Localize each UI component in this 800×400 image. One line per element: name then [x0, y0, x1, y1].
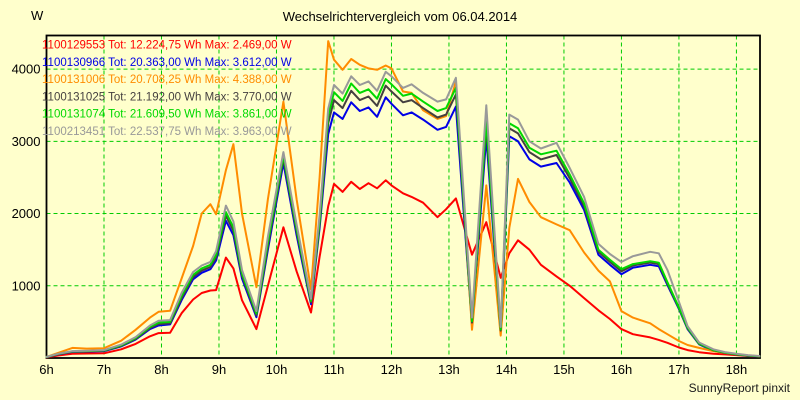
y-axis-unit-label: W [31, 8, 44, 23]
x-tick-label: 11h [324, 362, 345, 377]
legend-entry-1100129553: 1100129553 Tot: 12.224,75 Wh Max: 2.469,… [42, 40, 292, 52]
x-tick-label: 16h [611, 362, 633, 377]
y-tick-label: 1000 [12, 278, 41, 293]
legend-entry-1100131074: 1100131074 Tot: 21.609,50 Wh Max: 3.861,… [42, 109, 292, 121]
legend-entry-1100131025: 1100131025 Tot: 21.192,00 Wh Max: 3.770,… [42, 91, 292, 103]
series-line-1100131006 [45, 40, 761, 358]
x-tick-label: 14h [496, 362, 518, 377]
y-tick-label: 2000 [12, 206, 41, 221]
chart-title: Wechselrichtervergleich vom 06.04.2014 [282, 9, 518, 24]
plot-border [45, 34, 761, 359]
y-tick-label: 4000 [12, 62, 41, 77]
x-tick-label: 6h [39, 362, 53, 377]
series-line-1100213451 [45, 70, 761, 358]
x-tick-label: 8h [154, 362, 168, 377]
x-tick-label: 12h [381, 362, 403, 377]
legend-entry-1100131006: 1100131006 Tot: 20.708,25 Wh Max: 4.388,… [42, 74, 292, 86]
y-tick-label: 3000 [12, 134, 41, 149]
series-line-1100130966 [45, 96, 761, 359]
legend-entry-1100213451: 1100213451 Tot: 22.537,75 Wh Max: 3.963,… [42, 126, 292, 138]
x-tick-label: 7h [97, 362, 111, 377]
x-tick-label: 18h [726, 362, 748, 377]
series-line-1100131074 [45, 78, 761, 358]
footer-credit: SunnyReport pinxit [688, 381, 790, 395]
x-tick-label: 17h [668, 362, 690, 377]
legend-entry-1100130966: 1100130966 Tot: 20.363,00 Wh Max: 3.612,… [42, 57, 292, 69]
series-line-1100131025 [45, 84, 761, 359]
series-line-1100129553 [45, 179, 761, 359]
x-tick-label: 13h [438, 362, 460, 377]
x-tick-label: 15h [553, 362, 575, 377]
x-tick-label: 9h [212, 362, 226, 377]
x-tick-label: 10h [266, 362, 288, 377]
